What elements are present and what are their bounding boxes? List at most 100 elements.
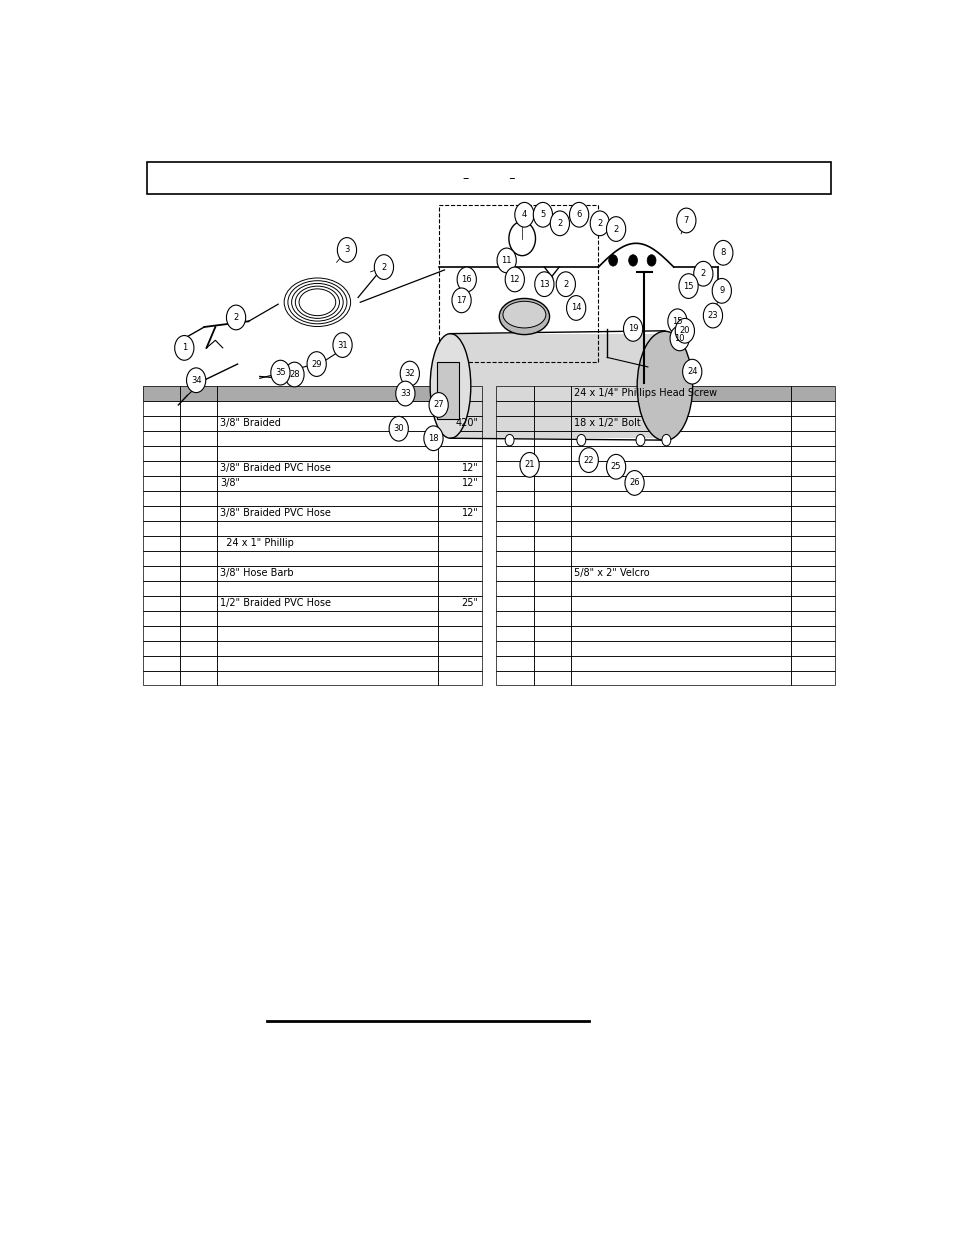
- Bar: [180, 595, 217, 610]
- Bar: [437, 387, 481, 401]
- Bar: [143, 431, 180, 446]
- Bar: [217, 416, 437, 431]
- Circle shape: [456, 267, 476, 291]
- Bar: [790, 521, 834, 536]
- Text: 2: 2: [700, 269, 705, 278]
- Bar: [180, 431, 217, 446]
- Circle shape: [712, 278, 731, 304]
- Bar: [790, 431, 834, 446]
- Bar: [570, 641, 790, 656]
- Text: 16: 16: [461, 275, 472, 284]
- Bar: [143, 401, 180, 416]
- Circle shape: [606, 454, 625, 479]
- Bar: [143, 641, 180, 656]
- Bar: [570, 431, 790, 446]
- Text: 1/2" Braided PVC Hose: 1/2" Braided PVC Hose: [220, 598, 331, 608]
- Bar: [533, 595, 570, 610]
- Bar: [217, 566, 437, 580]
- Bar: [533, 521, 570, 536]
- Text: 12": 12": [461, 463, 478, 473]
- Bar: [436, 362, 459, 419]
- Bar: [437, 626, 481, 641]
- Bar: [570, 566, 790, 580]
- Text: 22: 22: [583, 456, 594, 464]
- Text: 2: 2: [562, 279, 568, 289]
- Bar: [496, 490, 533, 506]
- Bar: [143, 521, 180, 536]
- Bar: [143, 536, 180, 551]
- Bar: [570, 626, 790, 641]
- Text: 19: 19: [627, 325, 638, 333]
- Bar: [180, 566, 217, 580]
- Bar: [570, 490, 790, 506]
- Bar: [496, 506, 533, 521]
- Circle shape: [676, 209, 695, 233]
- Circle shape: [389, 416, 408, 441]
- Circle shape: [693, 262, 712, 287]
- Text: 6: 6: [576, 210, 581, 220]
- Bar: [570, 521, 790, 536]
- Circle shape: [505, 435, 514, 446]
- Bar: [570, 387, 790, 401]
- Text: –          –: – –: [462, 172, 515, 185]
- Bar: [496, 551, 533, 566]
- Bar: [790, 551, 834, 566]
- Bar: [180, 521, 217, 536]
- Bar: [180, 401, 217, 416]
- Text: 21: 21: [524, 461, 535, 469]
- Bar: [496, 656, 533, 671]
- Circle shape: [515, 203, 534, 227]
- Bar: [180, 536, 217, 551]
- Circle shape: [667, 309, 686, 333]
- Bar: [496, 461, 533, 475]
- Text: 18: 18: [428, 433, 438, 442]
- Bar: [790, 401, 834, 416]
- Text: 20: 20: [679, 326, 689, 335]
- Text: 12": 12": [461, 478, 478, 488]
- Bar: [570, 446, 790, 461]
- Text: 25: 25: [610, 462, 620, 472]
- Bar: [217, 461, 437, 475]
- Bar: [496, 580, 533, 595]
- Text: 24 x 1/4" Phillips Head Screw: 24 x 1/4" Phillips Head Screw: [573, 389, 716, 399]
- Bar: [180, 580, 217, 595]
- Bar: [533, 671, 570, 685]
- Circle shape: [569, 203, 588, 227]
- Bar: [496, 401, 533, 416]
- Bar: [437, 536, 481, 551]
- Bar: [790, 566, 834, 580]
- Bar: [533, 551, 570, 566]
- Circle shape: [452, 288, 471, 312]
- Bar: [533, 536, 570, 551]
- Text: 33: 33: [399, 389, 411, 398]
- Circle shape: [675, 319, 694, 343]
- Bar: [143, 610, 180, 626]
- Bar: [217, 446, 437, 461]
- Circle shape: [285, 362, 304, 387]
- Bar: [180, 490, 217, 506]
- Bar: [143, 490, 180, 506]
- Text: 15: 15: [672, 316, 682, 326]
- Bar: [790, 580, 834, 595]
- Bar: [533, 475, 570, 490]
- Text: 26: 26: [629, 478, 639, 488]
- Text: 3: 3: [344, 246, 350, 254]
- Circle shape: [535, 272, 554, 296]
- Bar: [180, 506, 217, 521]
- Text: 2: 2: [597, 219, 602, 227]
- Bar: [533, 580, 570, 595]
- Text: 35: 35: [274, 368, 286, 377]
- Circle shape: [556, 272, 575, 296]
- Text: 420": 420": [456, 419, 478, 429]
- Bar: [437, 641, 481, 656]
- Text: 28: 28: [289, 370, 299, 379]
- Bar: [533, 446, 570, 461]
- Bar: [533, 641, 570, 656]
- Bar: [570, 401, 790, 416]
- Circle shape: [713, 241, 732, 266]
- Ellipse shape: [430, 333, 471, 438]
- Circle shape: [682, 359, 701, 384]
- Bar: [790, 475, 834, 490]
- Text: 2: 2: [381, 263, 386, 272]
- Bar: [437, 461, 481, 475]
